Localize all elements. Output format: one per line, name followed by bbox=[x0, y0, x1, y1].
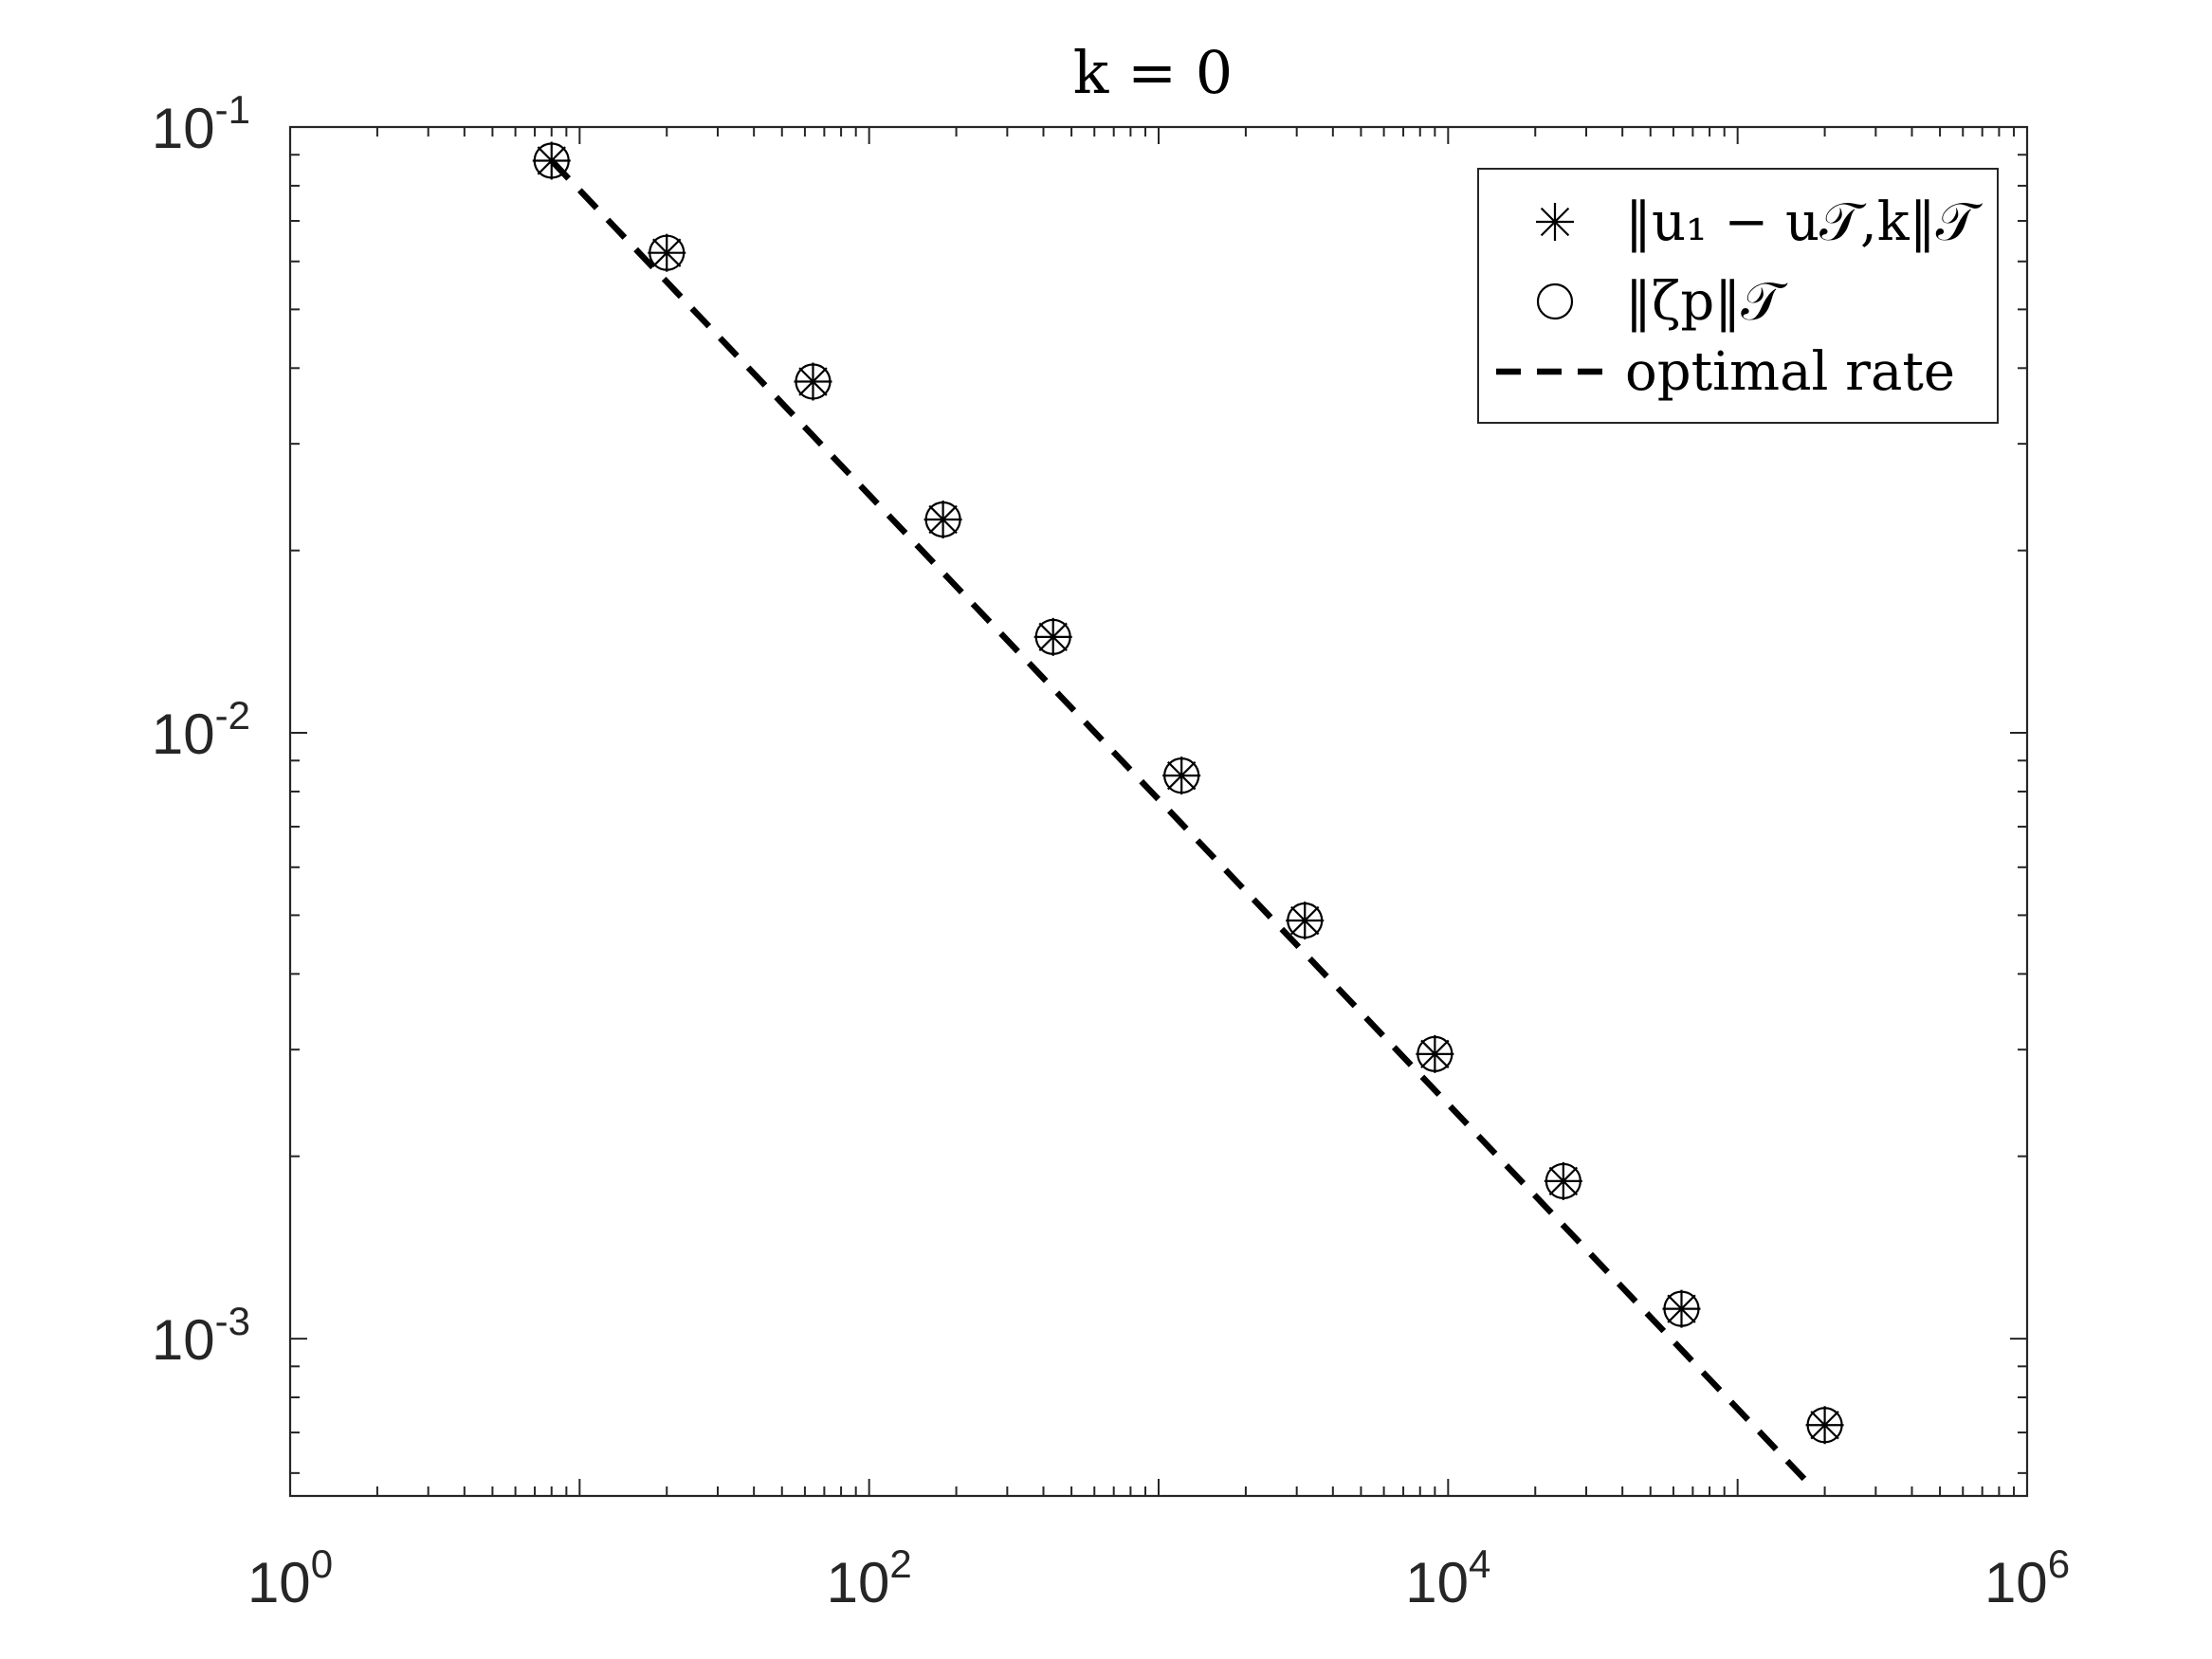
asterisk-point bbox=[1805, 1406, 1844, 1445]
asterisk-point bbox=[648, 233, 686, 272]
circle-point bbox=[1417, 1035, 1453, 1072]
legend-item: ‖u₁ − u𝒯,k‖𝒯 bbox=[1536, 191, 1983, 253]
asterisk-point bbox=[923, 500, 962, 538]
x-tick-label: 102 bbox=[827, 1541, 912, 1614]
asterisk-point bbox=[1033, 617, 1072, 656]
circle-point bbox=[1545, 1162, 1581, 1199]
circle-point bbox=[795, 363, 832, 400]
circle-point bbox=[924, 501, 961, 538]
asterisk-point bbox=[1286, 902, 1325, 940]
x-tick-label: 104 bbox=[1405, 1541, 1490, 1614]
circle-point bbox=[1034, 618, 1071, 655]
legend-label: ‖ζp‖𝒯 bbox=[1625, 271, 1788, 333]
asterisk-point bbox=[1416, 1034, 1454, 1073]
asterisk-point bbox=[794, 362, 832, 401]
circle-point bbox=[649, 234, 686, 271]
chart-title: k = 0 bbox=[1073, 38, 1233, 107]
x-tick-label: 100 bbox=[247, 1541, 333, 1614]
optimal-rate-line bbox=[549, 158, 1814, 1489]
legend-item: optimal rate bbox=[1496, 341, 1955, 403]
y-tick-label: 10-1 bbox=[152, 87, 250, 160]
legend: ‖u₁ − u𝒯,k‖𝒯 ‖ζp‖𝒯 optimal rate bbox=[1477, 168, 1999, 424]
x-tick-label: 106 bbox=[1984, 1541, 2070, 1614]
asterisk-point bbox=[532, 141, 571, 180]
y-tick-label: 10-2 bbox=[152, 693, 250, 766]
asterisk-point bbox=[1162, 757, 1201, 795]
plot-area: 100 102 104 106 10-1 10-2 10-3 bbox=[152, 87, 2070, 1614]
legend-label: ‖u₁ − u𝒯,k‖𝒯 bbox=[1625, 191, 1983, 253]
circle-point bbox=[533, 142, 570, 179]
circle-point bbox=[1287, 902, 1324, 939]
circle-point bbox=[1806, 1407, 1843, 1444]
asterisk-point bbox=[1544, 1161, 1582, 1200]
asterisk-point bbox=[1662, 1289, 1701, 1328]
circle-point bbox=[1163, 757, 1200, 794]
legend-item: ‖ζp‖𝒯 bbox=[1536, 271, 1788, 333]
legend-label: optimal rate bbox=[1625, 341, 1955, 403]
circle-point bbox=[1663, 1290, 1700, 1327]
y-tick-label: 10-3 bbox=[152, 1299, 250, 1372]
